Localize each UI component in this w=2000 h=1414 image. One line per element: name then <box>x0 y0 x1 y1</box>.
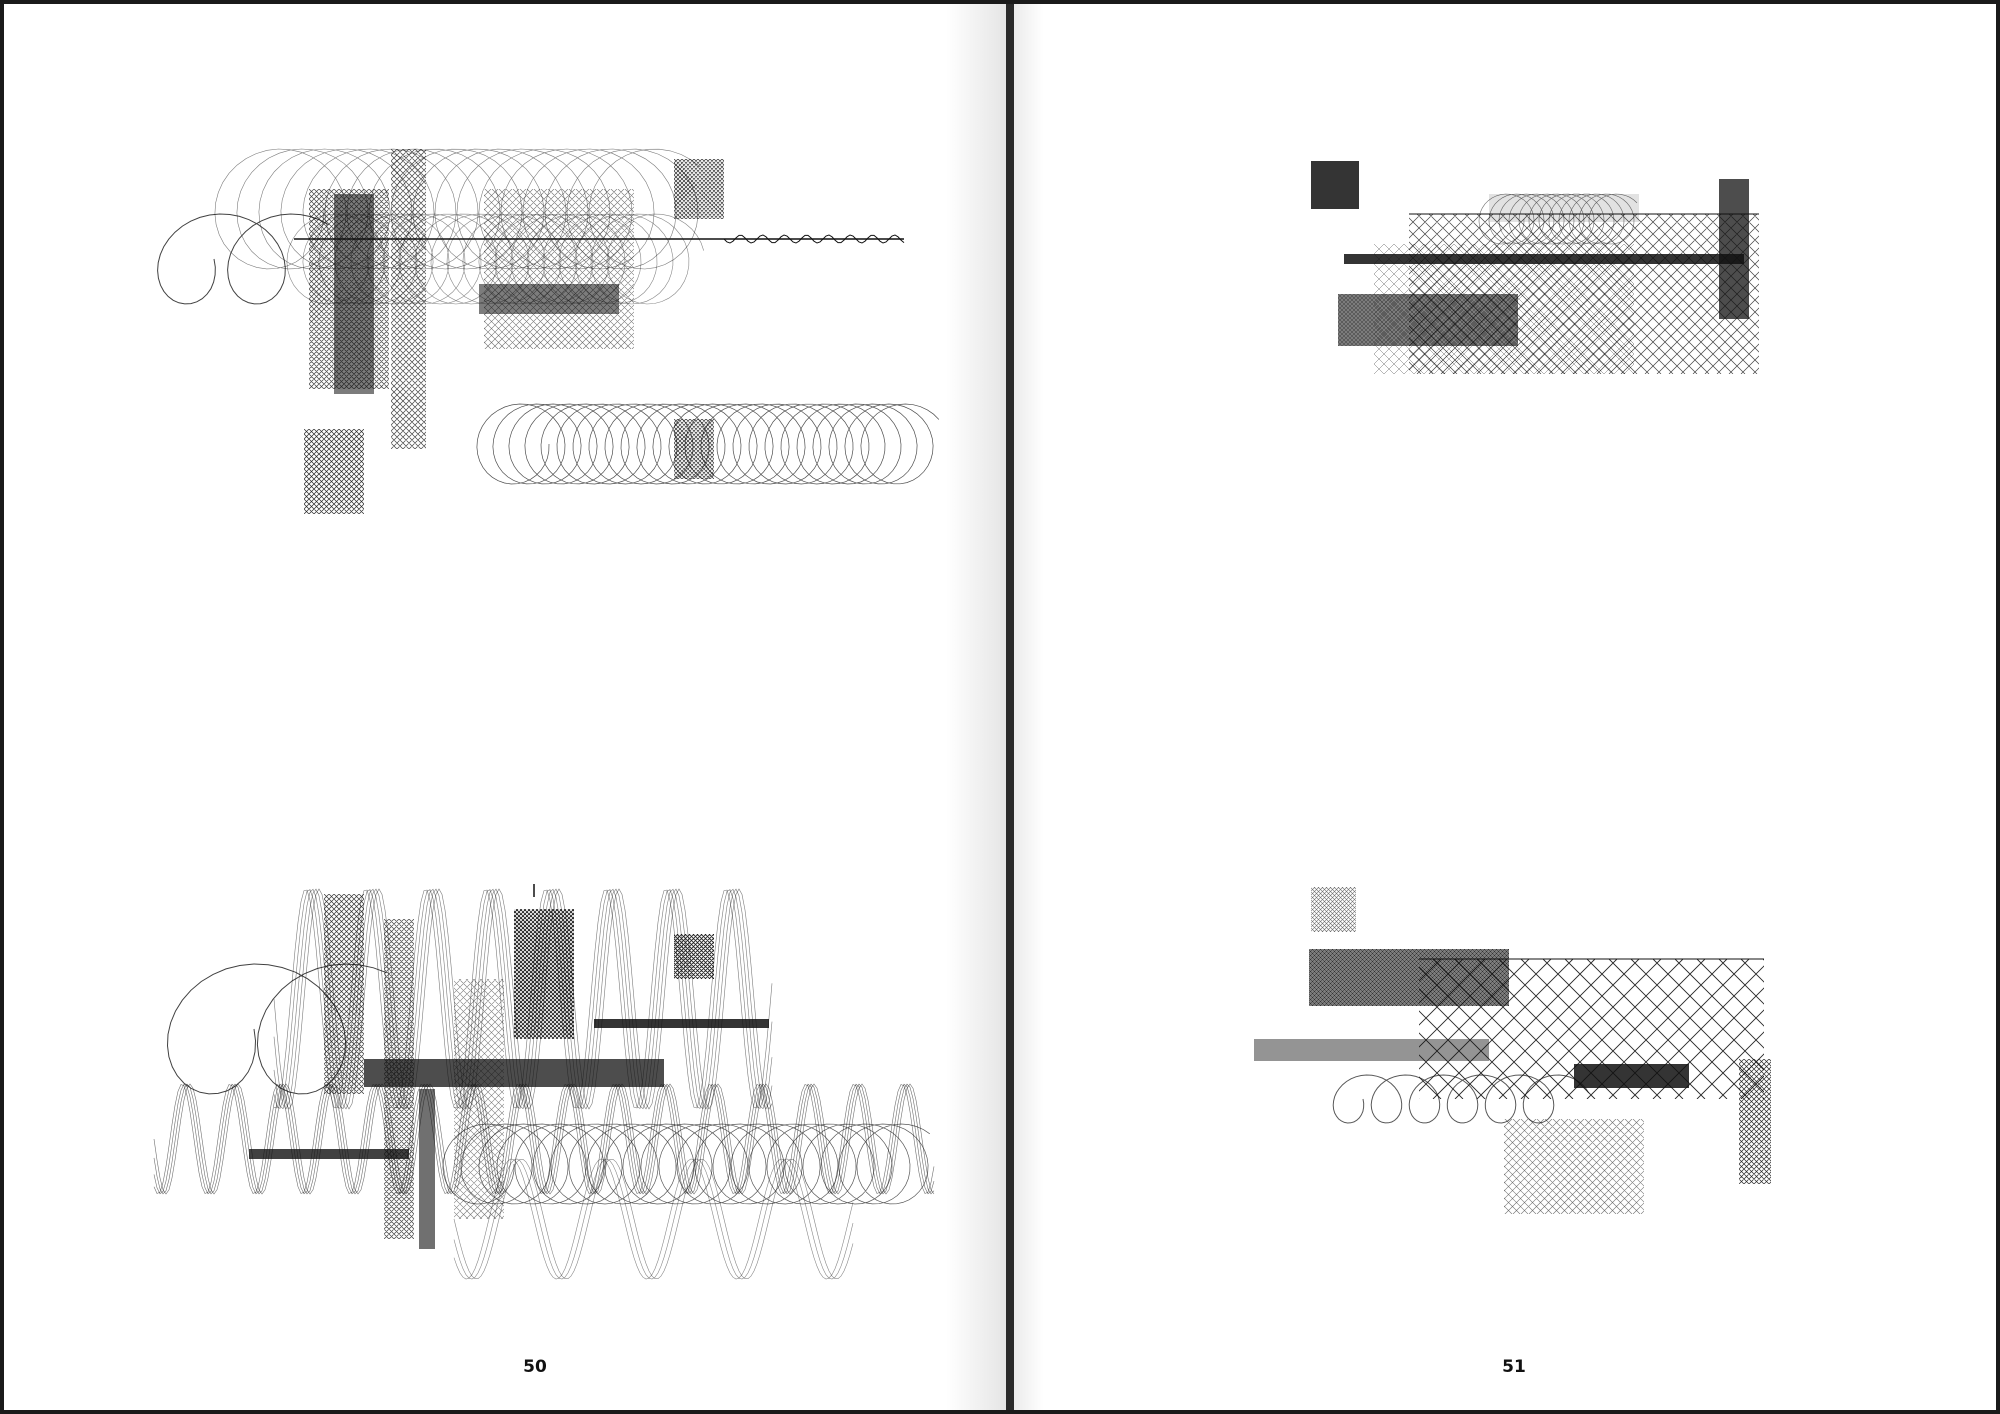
lattice-block <box>674 159 724 219</box>
lattice-block-group <box>1309 949 1509 1006</box>
lattice-block-group <box>1419 959 1764 1099</box>
lattice-block-group <box>1338 294 1518 346</box>
helix-band <box>1332 1074 1590 1124</box>
grey-bar <box>1254 1039 1489 1061</box>
lattice-block <box>674 419 714 479</box>
lattice-block-group <box>1504 1119 1644 1214</box>
helix-band <box>157 213 329 305</box>
dark-square <box>1311 161 1359 209</box>
helix-band <box>214 148 701 270</box>
lattice-block <box>304 429 364 514</box>
dark-bar <box>1574 1064 1689 1088</box>
dark-bar <box>594 1019 769 1028</box>
grey-block <box>1489 194 1639 222</box>
dark-bar <box>1344 254 1744 264</box>
book-gutter <box>1006 4 1014 1410</box>
wave-band <box>453 1158 854 1280</box>
dark-bar <box>479 284 619 314</box>
wave-band <box>153 1084 935 1194</box>
lattice-block <box>1504 1119 1644 1214</box>
plotter-figure-bottom-right <box>1254 887 1771 1214</box>
lattice-block-group <box>324 894 364 1094</box>
lattice-block-group <box>304 429 364 514</box>
lattice-block-group <box>674 934 714 979</box>
wave-band <box>273 889 773 1109</box>
lattice-block <box>1309 949 1509 1006</box>
plotter-figure-bottom-left <box>153 884 935 1280</box>
wave-band <box>273 888 773 1110</box>
dark-bar <box>249 1149 409 1159</box>
plotter-figure-top-left <box>157 148 940 514</box>
dark-column <box>1719 179 1749 319</box>
dark-column <box>334 194 374 394</box>
lattice-block <box>1419 959 1764 1099</box>
book-spread: 50 51 <box>4 4 1996 1410</box>
helix-band <box>476 403 940 485</box>
lattice-block <box>514 909 574 1039</box>
helix-band <box>1478 193 1638 245</box>
lattice-block-group <box>1739 1059 1771 1184</box>
lattice-block <box>454 979 504 1219</box>
helix-band <box>166 963 387 1095</box>
dark-column <box>419 1089 435 1249</box>
lattice-block <box>1311 887 1356 932</box>
right-page: 51 <box>1014 4 1996 1410</box>
lattice-block <box>1739 1059 1771 1184</box>
dark-bar <box>364 1059 664 1087</box>
thin-wave <box>723 234 905 244</box>
grey-block <box>1309 949 1509 1006</box>
lattice-block <box>674 934 714 979</box>
lattice-block-group <box>484 189 634 349</box>
plotter-figure-top-right <box>1311 161 1759 374</box>
page-number-left: 50 <box>523 1357 547 1377</box>
lattice-block <box>391 149 426 449</box>
helix-band <box>442 1123 930 1205</box>
page-number-right: 51 <box>1502 1357 1526 1377</box>
lattice-block-group <box>674 159 724 219</box>
wave-band <box>453 1158 854 1280</box>
lattice-block-group <box>1311 887 1356 932</box>
page-gutter-shadow <box>1014 4 1044 1410</box>
left-page: 50 <box>4 4 1006 1410</box>
page-gutter-shadow <box>946 4 1006 1410</box>
lattice-block-group <box>514 909 574 1039</box>
lattice-block-group <box>454 979 504 1219</box>
wave-band <box>153 1083 935 1195</box>
wave-band <box>273 888 773 1110</box>
lattice-block <box>484 189 634 349</box>
lattice-block <box>1338 294 1518 346</box>
lattice-block-group <box>674 419 714 479</box>
lattice-block-group <box>391 149 426 449</box>
lattice-block <box>324 894 364 1094</box>
